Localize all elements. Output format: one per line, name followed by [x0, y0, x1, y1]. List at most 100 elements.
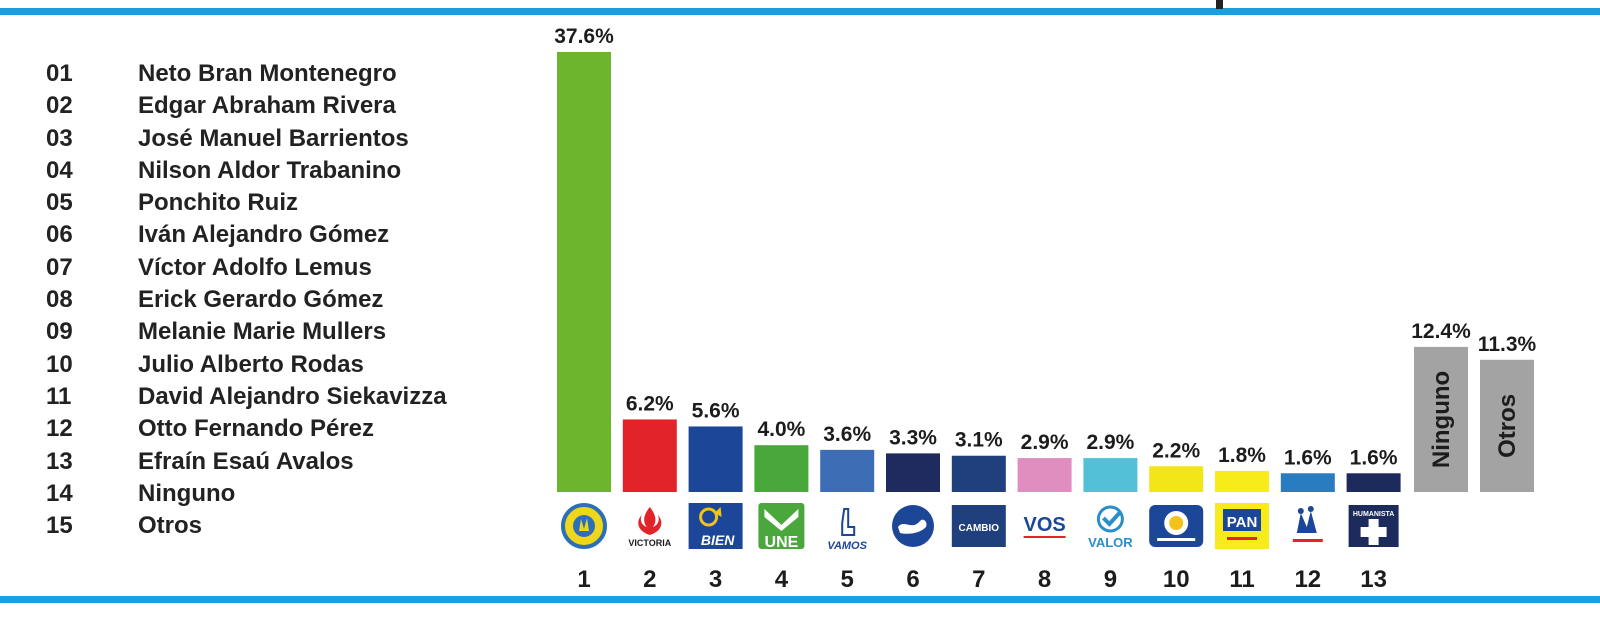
value-label: 2.9%: [1086, 431, 1134, 454]
logo-text: UNE: [765, 534, 799, 551]
valor-logo: VALOR: [1088, 505, 1133, 550]
union-republicana-logo: [1292, 506, 1323, 542]
value-label: 5.6%: [692, 399, 740, 422]
category-label: 4: [775, 566, 789, 593]
partido-popular-logo: [561, 503, 607, 549]
bien-logo: BIEN: [688, 503, 743, 549]
legend-row: 04 Nilson Aldor Trabanino: [46, 155, 447, 187]
category-label: 7: [972, 566, 985, 593]
logo-text: VOS: [1023, 514, 1065, 536]
legend-name: Nilson Aldor Trabanino: [138, 156, 402, 184]
handshake-logo: [892, 505, 934, 547]
legend-number: 11: [46, 382, 72, 410]
legend-row: 07 Víctor Adolfo Lemus: [46, 252, 447, 284]
value-label: 2.9%: [1021, 431, 1069, 454]
logo-text: VALOR: [1088, 535, 1133, 550]
bar: [754, 445, 809, 492]
legend-name: Víctor Adolfo Lemus: [138, 253, 372, 281]
bar: [557, 52, 611, 492]
vamos-logo: VAMOS: [827, 508, 868, 552]
bar: [1280, 473, 1335, 492]
legend-number: 02: [46, 92, 73, 120]
bottom-rule: [0, 596, 1600, 603]
category-label: 13: [1360, 566, 1387, 593]
pan-logo: PAN: [1215, 503, 1269, 549]
value-label: 2.2%: [1152, 439, 1200, 462]
legend-name: Erick Gerardo Gómez: [138, 286, 384, 314]
legend-name: Melanie Marie Mullers: [138, 318, 387, 346]
legend-row: 12 Otto Fernando Pérez: [46, 413, 447, 445]
legend-name: Iván Alejandro Gómez: [138, 221, 390, 249]
logo-text: CAMBIO: [959, 523, 1000, 534]
legend-number: 09: [46, 318, 73, 346]
bar: [1480, 359, 1534, 492]
value-label: 12.4%: [1411, 320, 1471, 343]
category-label: 12: [1294, 566, 1321, 593]
value-label: 3.6%: [823, 423, 871, 446]
bar: [951, 455, 1006, 492]
legend-name: Otros: [138, 512, 203, 540]
value-label: 3.1%: [955, 429, 1003, 452]
value-label: 1.6%: [1350, 446, 1398, 469]
legend-row: 13 Efraín Esaú Avalos: [46, 446, 447, 478]
vos-logo: VOS: [1023, 514, 1066, 538]
legend-row: 10 Julio Alberto Rodas: [46, 349, 447, 381]
legend-number: 01: [46, 60, 73, 87]
legend-name: Efraín Esaú Avalos: [138, 447, 354, 475]
logo-text: VAMOS: [827, 540, 867, 552]
bar: [1017, 458, 1072, 492]
logo-text: PAN: [1227, 514, 1258, 531]
legend-name: Otto Fernando Pérez: [138, 415, 375, 443]
legend-name: David Alejandro Siekavizza: [138, 382, 447, 410]
category-label: 2: [643, 566, 656, 593]
category-label: Ninguno: [1428, 371, 1455, 468]
legend-number: 06: [46, 221, 73, 249]
value-label: 37.6%: [554, 25, 614, 48]
top-tick-mark: [1216, 0, 1223, 9]
bar: [886, 453, 940, 492]
legend-row: 11 David Alejandro Siekavizza: [46, 381, 447, 413]
legend-row: 01 Neto Bran Montenegro: [46, 58, 447, 90]
legend-number: 12: [46, 415, 73, 443]
legend-row: 05 Ponchito Ruiz: [46, 187, 447, 219]
legend-row: 14 Ninguno: [46, 478, 447, 510]
logo-text: VICTORIA: [628, 538, 671, 548]
category-label: 3: [709, 566, 722, 593]
legend-number: 07: [46, 253, 73, 281]
legend-name: Ponchito Ruiz: [138, 189, 298, 217]
candidate-legend: 01 Neto Bran Montenegro 02 Edgar Abraham Ri…: [46, 58, 447, 542]
legend-name: Neto Bran Montenegro: [138, 60, 397, 87]
bar: [820, 449, 875, 492]
category-label: 11: [1229, 566, 1254, 593]
legend-name: Julio Alberto Rodas: [138, 350, 364, 378]
legend-row: 15 Otros: [46, 510, 447, 542]
humanista-logo: HUMANISTA: [1348, 505, 1399, 547]
legend-row: 06 Iván Alejandro Gómez: [46, 219, 447, 251]
legend-row: 09 Melanie Marie Mullers: [46, 316, 447, 348]
bar: [622, 419, 677, 492]
category-label: 8: [1038, 566, 1051, 593]
legend-number: 15: [46, 512, 73, 540]
legend-name: José Manuel Barrientos: [138, 124, 409, 152]
category-label: 1: [577, 566, 590, 593]
une-logo: UNE: [758, 503, 805, 551]
legend-row: 02 Edgar Abraham Rivera: [46, 90, 447, 122]
category-label: 9: [1104, 566, 1117, 593]
top-rule: [0, 8, 1600, 15]
value-label: 1.8%: [1218, 444, 1266, 467]
legend-number: 13: [46, 447, 73, 475]
value-label: 1.6%: [1284, 446, 1332, 469]
bar: [1149, 466, 1204, 492]
bar: [688, 426, 743, 492]
legend-number: 04: [46, 156, 73, 184]
bar: [1083, 458, 1138, 492]
legend-row: 03 José Manuel Barrientos: [46, 123, 447, 155]
legend-number: 03: [46, 124, 73, 152]
value-label: 3.3%: [889, 426, 937, 449]
legend-name: Edgar Abraham Rivera: [138, 92, 396, 120]
logo-text: BIEN: [701, 532, 735, 548]
legend-number: 05: [46, 189, 73, 217]
legend-row: 08 Erick Gerardo Gómez: [46, 284, 447, 316]
legend-name: Ninguno: [138, 479, 236, 507]
